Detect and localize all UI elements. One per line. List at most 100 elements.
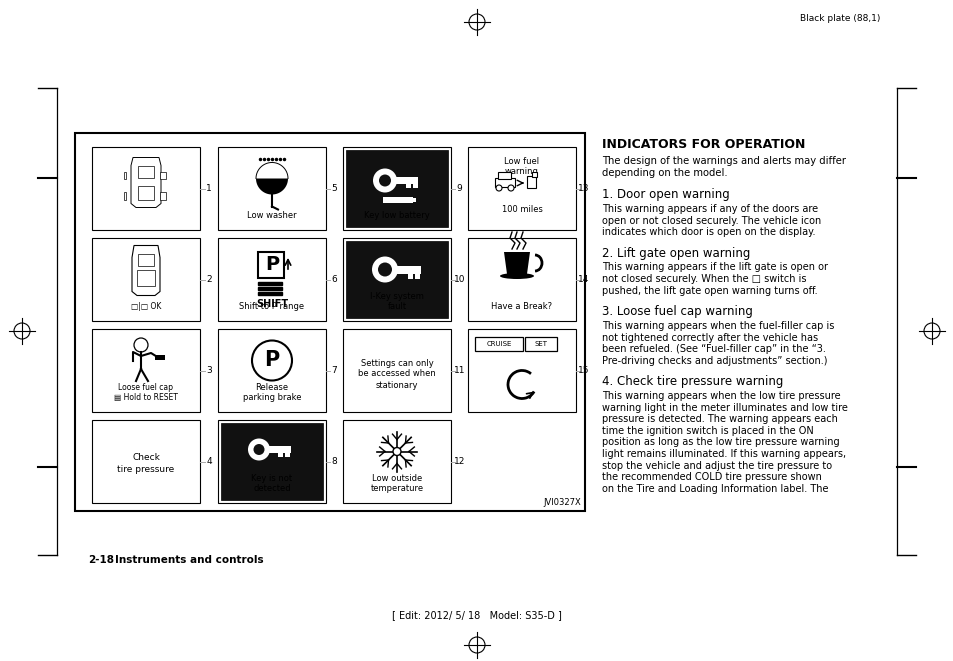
Text: 2: 2: [206, 275, 212, 284]
Bar: [532, 172, 537, 177]
Text: This warning appears if any of the doors are
open or not closed securely. The ve: This warning appears if any of the doors…: [601, 204, 821, 237]
Text: fault: fault: [387, 302, 406, 311]
Text: [ Edit: 2012/ 5/ 18   Model: S35-D ]: [ Edit: 2012/ 5/ 18 Model: S35-D ]: [392, 610, 561, 620]
Text: SET: SET: [534, 341, 547, 347]
Bar: [257, 282, 282, 285]
Bar: [346, 150, 448, 227]
Bar: [415, 274, 419, 278]
Text: depending on the model.: depending on the model.: [601, 168, 727, 178]
Bar: [137, 270, 154, 286]
Bar: [218, 420, 326, 503]
Bar: [524, 337, 557, 351]
Text: tire pressure: tire pressure: [117, 465, 174, 475]
Bar: [91, 147, 200, 230]
Bar: [393, 177, 417, 184]
Text: 2. Lift gate open warning: 2. Lift gate open warning: [601, 247, 750, 260]
Bar: [257, 252, 284, 278]
Bar: [343, 238, 451, 321]
Ellipse shape: [499, 273, 534, 279]
Text: The design of the warnings and alerts may differ: The design of the warnings and alerts ma…: [601, 156, 845, 166]
Polygon shape: [255, 178, 288, 194]
Text: 4. Check tire pressure warning: 4. Check tire pressure warning: [601, 375, 782, 388]
Bar: [526, 176, 536, 188]
Circle shape: [377, 262, 392, 276]
Text: 100 miles: 100 miles: [501, 205, 542, 214]
Circle shape: [252, 340, 292, 381]
Bar: [475, 337, 522, 351]
Circle shape: [378, 175, 391, 186]
Polygon shape: [132, 245, 160, 295]
Bar: [257, 292, 282, 295]
Text: JVI0327X: JVI0327X: [542, 498, 580, 507]
Text: detected: detected: [253, 484, 291, 493]
Bar: [497, 172, 511, 179]
Text: 6: 6: [332, 275, 337, 284]
Circle shape: [373, 169, 396, 192]
Text: This warning appears when the low tire pressure
warning light in the meter illum: This warning appears when the low tire p…: [601, 391, 847, 494]
Bar: [343, 147, 451, 230]
Text: Settings can only: Settings can only: [360, 358, 433, 368]
Bar: [138, 165, 153, 178]
Text: P: P: [264, 350, 279, 371]
Text: 10: 10: [454, 275, 465, 284]
Text: 9: 9: [456, 184, 462, 193]
Polygon shape: [124, 171, 126, 178]
Text: 4: 4: [206, 457, 212, 466]
Text: CRUISE: CRUISE: [486, 341, 511, 347]
Bar: [277, 453, 283, 457]
Polygon shape: [160, 171, 166, 178]
Text: Black plate (88,1): Black plate (88,1): [799, 14, 879, 23]
Text: INDICATORS FOR OPERATION: INDICATORS FOR OPERATION: [601, 138, 804, 151]
Text: 2-18: 2-18: [88, 555, 113, 565]
Polygon shape: [131, 157, 161, 208]
Bar: [91, 329, 200, 412]
Bar: [154, 355, 165, 360]
Bar: [495, 178, 515, 187]
Bar: [218, 147, 326, 230]
Bar: [343, 420, 451, 503]
Bar: [406, 184, 411, 188]
Text: 3: 3: [206, 366, 212, 375]
Text: Low fuel: Low fuel: [504, 157, 539, 166]
Text: be accessed when: be accessed when: [357, 369, 436, 379]
Text: Have a Break?: Have a Break?: [491, 302, 552, 311]
Bar: [468, 238, 576, 321]
Bar: [138, 186, 153, 200]
Bar: [413, 184, 417, 188]
Text: stationary: stationary: [375, 381, 417, 389]
Bar: [138, 254, 153, 266]
Text: □|□ OK: □|□ OK: [131, 302, 161, 311]
Polygon shape: [124, 192, 126, 200]
Text: 13: 13: [578, 184, 589, 193]
Text: Low outside: Low outside: [372, 474, 421, 483]
Bar: [468, 147, 576, 230]
Text: Key low battery: Key low battery: [364, 211, 430, 220]
Text: 7: 7: [332, 366, 337, 375]
Polygon shape: [160, 192, 166, 200]
Text: 1. Door open warning: 1. Door open warning: [601, 188, 729, 201]
Text: warning: warning: [504, 167, 538, 176]
Circle shape: [507, 185, 514, 191]
Circle shape: [248, 438, 270, 461]
Text: Instruments and controls: Instruments and controls: [115, 555, 263, 565]
Bar: [413, 198, 416, 202]
Circle shape: [393, 447, 400, 455]
Circle shape: [372, 256, 397, 282]
Text: This warning appears when the fuel-filler cap is
not tightened correctly after t: This warning appears when the fuel-fille…: [601, 321, 834, 366]
Bar: [394, 266, 420, 274]
Text: Check: Check: [132, 453, 160, 463]
Text: 14: 14: [578, 275, 589, 284]
Text: Release: Release: [255, 383, 288, 392]
Text: 15: 15: [578, 366, 589, 375]
Circle shape: [496, 185, 501, 191]
Bar: [382, 196, 413, 202]
Bar: [218, 238, 326, 321]
Bar: [408, 274, 413, 278]
Bar: [257, 287, 282, 290]
Bar: [285, 453, 290, 457]
Bar: [218, 329, 326, 412]
Bar: [267, 446, 291, 453]
Bar: [343, 329, 451, 412]
Text: 3. Loose fuel cap warning: 3. Loose fuel cap warning: [601, 305, 752, 318]
Polygon shape: [503, 252, 530, 274]
